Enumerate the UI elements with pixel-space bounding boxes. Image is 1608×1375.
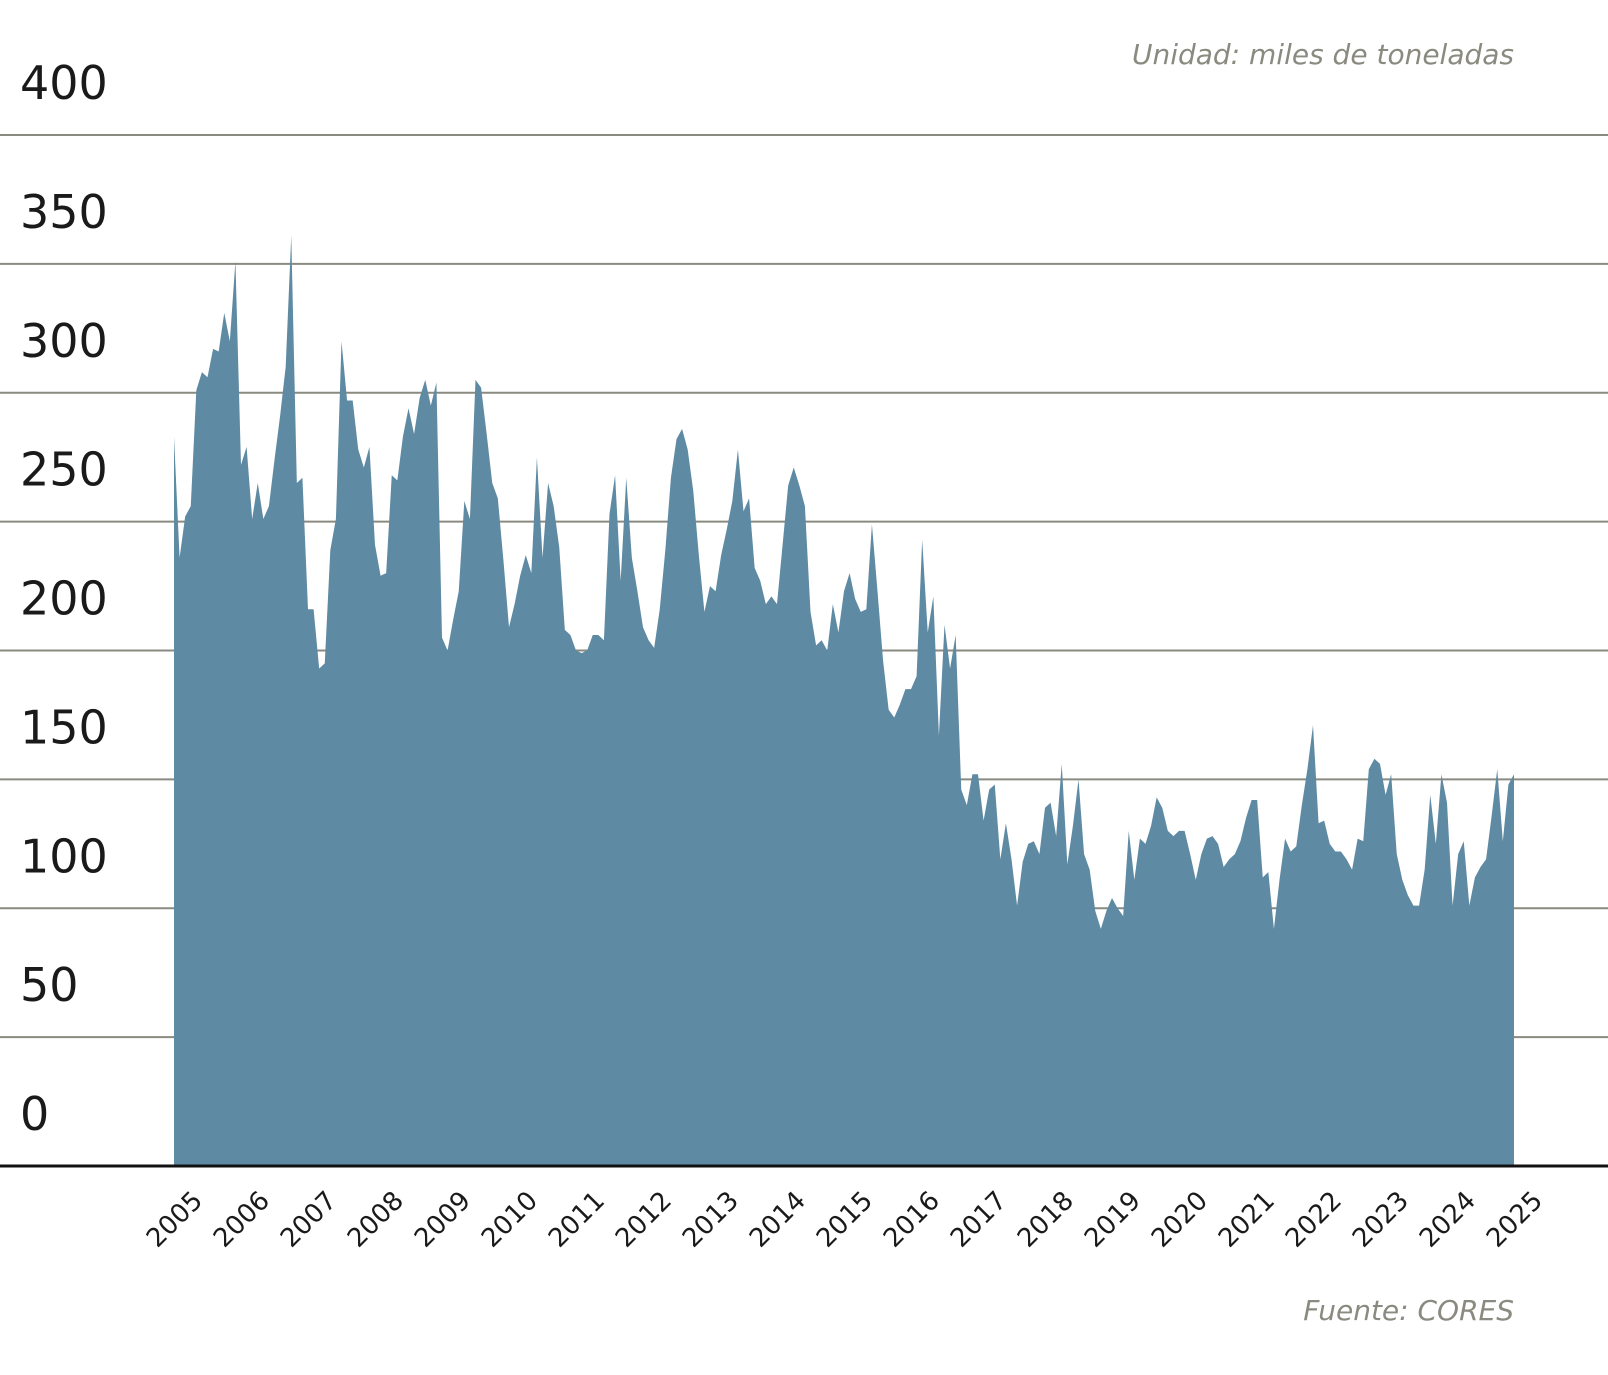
y-tick-label: 0 <box>20 1087 49 1141</box>
x-tick-label: 2007 <box>275 1186 343 1254</box>
x-tick-label: 2013 <box>677 1186 745 1254</box>
x-tick-label: 2008 <box>342 1186 410 1254</box>
x-tick-label: 2023 <box>1347 1186 1415 1254</box>
x-tick-label: 2009 <box>409 1186 477 1254</box>
y-tick-label: 400 <box>20 56 108 110</box>
y-tick-label: 50 <box>20 958 79 1012</box>
subtitle: Unidad: miles de toneladas <box>1132 38 1514 71</box>
x-tick-label: 2019 <box>1079 1186 1147 1254</box>
x-tick-label: 2016 <box>878 1186 946 1254</box>
area <box>174 235 1514 1166</box>
x-tick-label: 2021 <box>1213 1186 1281 1254</box>
source: Fuente: CORES <box>1303 1294 1514 1327</box>
x-tick-label: 2017 <box>945 1186 1013 1254</box>
x-tick-label: 2018 <box>1012 1186 1080 1254</box>
x-tick-label: 2006 <box>208 1186 276 1254</box>
x-tick-label: 2020 <box>1146 1186 1214 1254</box>
y-tick-label: 250 <box>20 443 108 497</box>
x-tick-label: 2024 <box>1414 1186 1482 1254</box>
x-tick-label: 2011 <box>543 1186 611 1254</box>
y-tick-label: 300 <box>20 314 108 368</box>
x-tick-label: 2015 <box>811 1186 879 1254</box>
y-tick-label: 200 <box>20 572 108 626</box>
x-tick-label: 2022 <box>1280 1186 1348 1254</box>
x-tick-label: 2005 <box>141 1186 209 1254</box>
x-tick-label: 2010 <box>476 1186 544 1254</box>
y-tick-label: 100 <box>20 829 108 883</box>
y-tick-label: 350 <box>20 185 108 239</box>
x-tick-label: 2012 <box>610 1186 678 1254</box>
y-tick-label: 150 <box>20 700 108 754</box>
x-tick-label: 2025 <box>1481 1186 1549 1254</box>
x-tick-label: 2014 <box>744 1186 812 1254</box>
